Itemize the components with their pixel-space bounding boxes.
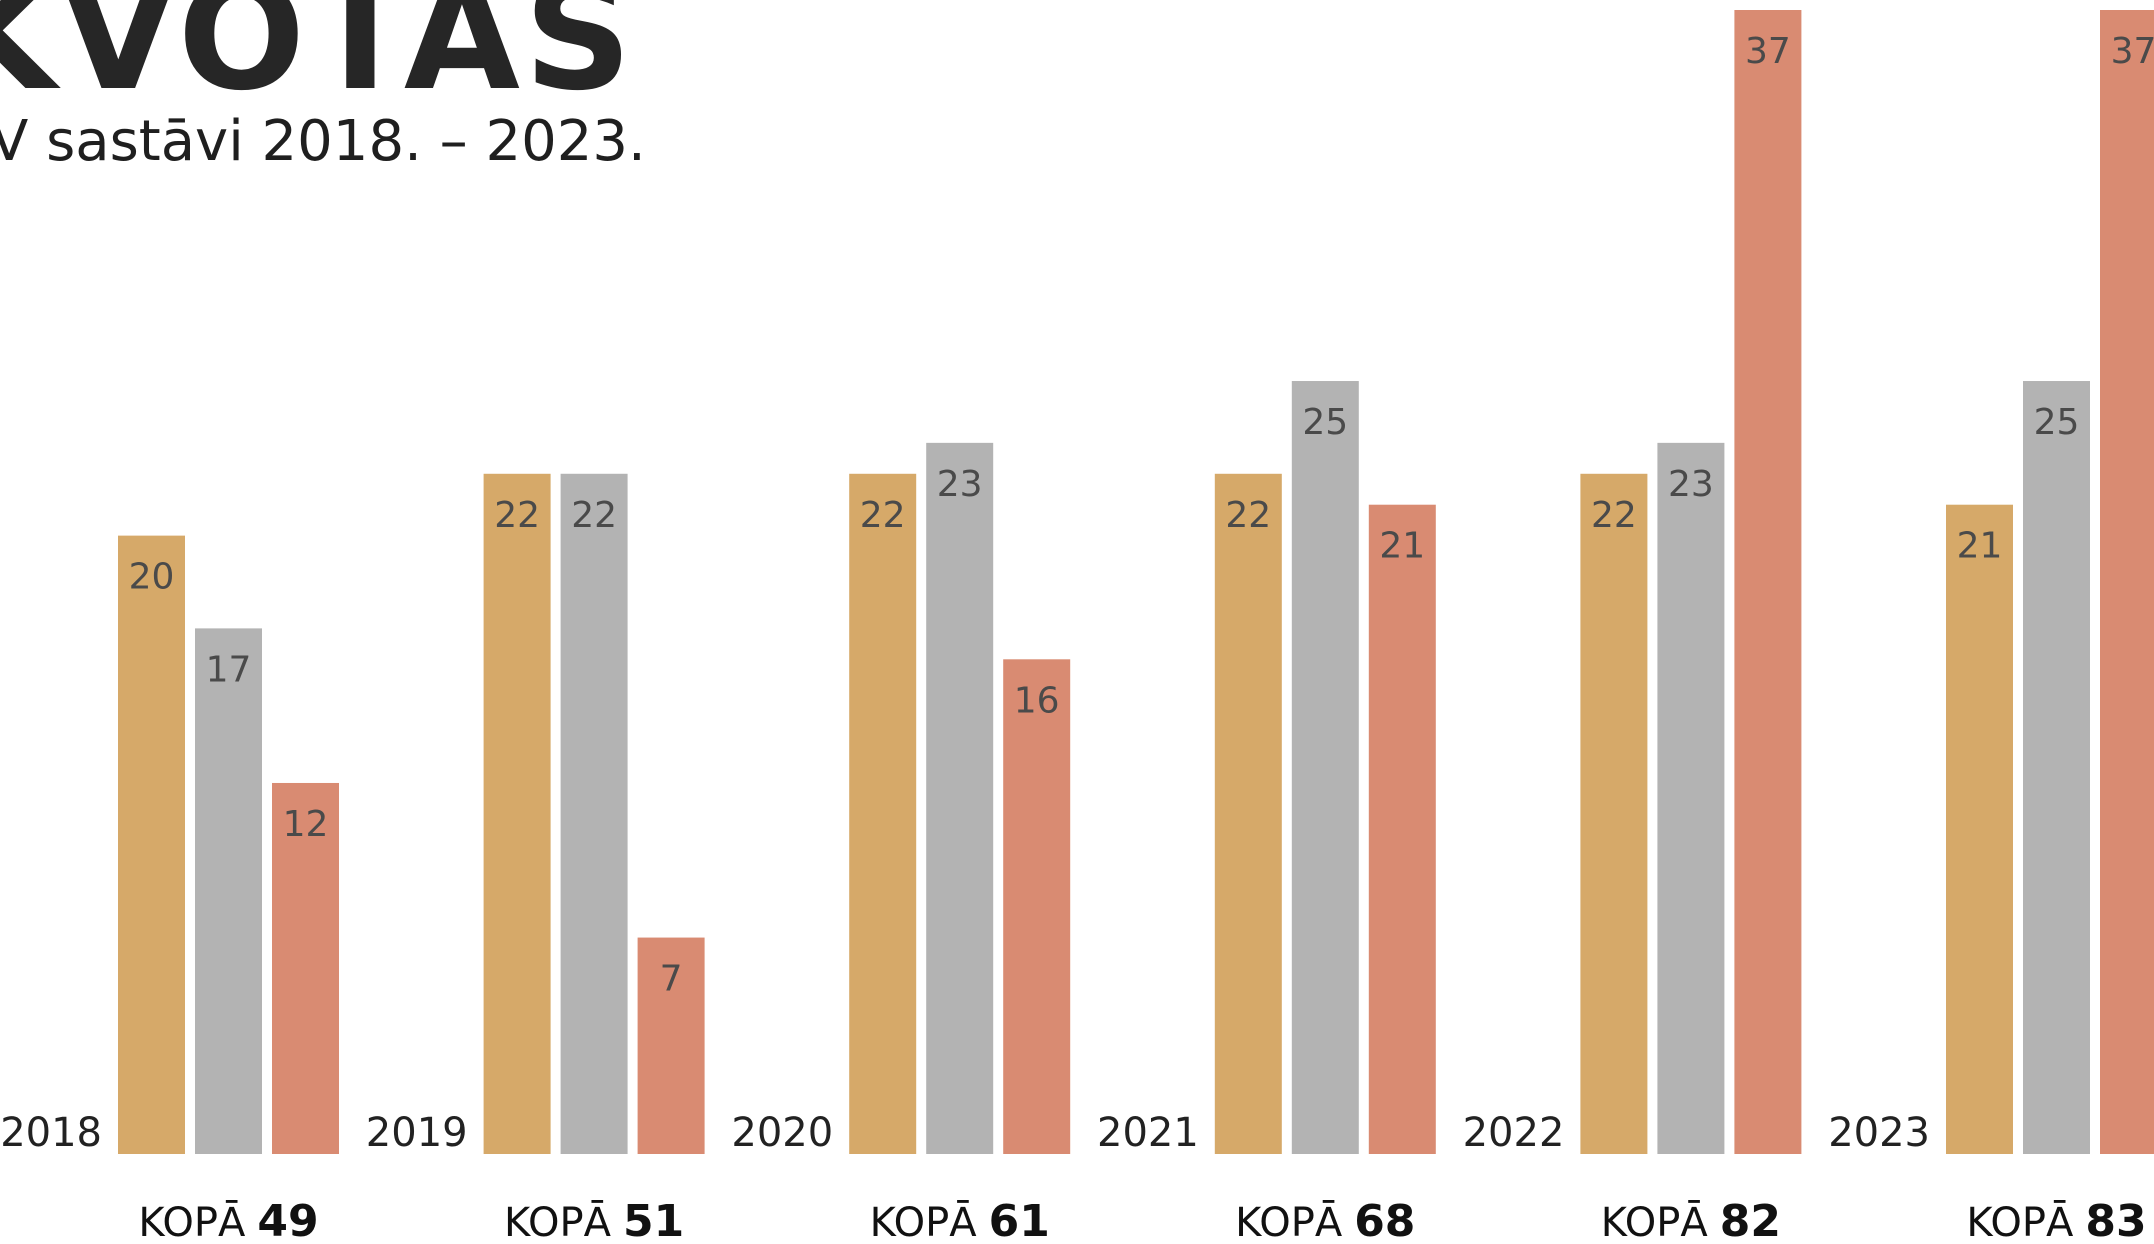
bar-2019-s1 xyxy=(483,473,551,1154)
bar-2022-s2 xyxy=(1657,442,1725,1154)
year-group-2022: 2022 22 23 37 KOPĀ 82 xyxy=(1463,10,1802,1244)
total-prefix: KOPĀ xyxy=(870,1199,978,1244)
total-prefix: KOPĀ xyxy=(504,1199,612,1244)
total-prefix: KOPĀ xyxy=(138,1199,246,1244)
bar-value-label: 25 xyxy=(2034,402,2080,443)
bar-2021-s1 xyxy=(1214,473,1282,1154)
bar-2019-s3 xyxy=(637,937,705,1154)
total-prefix: KOPĀ xyxy=(1235,1199,1343,1244)
bar-2019-s2 xyxy=(560,473,628,1154)
chart-subtitle: V sastāvi 2018. – 2023. xyxy=(0,109,646,174)
total-label: KOPĀ 83 xyxy=(1966,1196,2146,1244)
bar-value-label: 16 xyxy=(1014,680,1060,721)
year-group-2020: 2020 22 23 16 KOPĀ 61 xyxy=(731,442,1071,1244)
year-label: 2020 xyxy=(731,1110,833,1156)
bar-2021-s3 xyxy=(1368,504,1436,1154)
bar-value-label: 21 xyxy=(1957,526,2003,567)
bar-value-label: 37 xyxy=(2111,31,2154,72)
total-label: KOPĀ 61 xyxy=(870,1196,1050,1244)
bar-value-label: 21 xyxy=(1379,526,1425,567)
year-group-2019: 2019 22 22 7 KOPĀ 51 xyxy=(366,473,705,1244)
year-group-2018: 2018 20 17 12 KOPĀ 49 xyxy=(0,535,339,1244)
total-value: 68 xyxy=(1354,1196,1415,1244)
bar-2020-s2 xyxy=(926,442,994,1154)
bar-2023-s1 xyxy=(1946,504,2013,1154)
bar-value-label: 12 xyxy=(283,804,329,845)
total-value: 51 xyxy=(623,1196,684,1244)
bar-value-label: 25 xyxy=(1302,402,1348,443)
bar-2020-s1 xyxy=(849,473,917,1154)
total-prefix: KOPĀ xyxy=(1966,1199,2074,1244)
bar-2022-s1 xyxy=(1580,473,1648,1154)
year-group-2023: 2023 21 25 37 KOPĀ 83 xyxy=(1828,10,2154,1244)
bar-value-label: 37 xyxy=(1745,31,1791,72)
year-label: 2022 xyxy=(1463,1110,1565,1156)
bar-value-label: 22 xyxy=(1591,495,1637,536)
bar-2023-s2 xyxy=(2023,381,2090,1154)
year-group-2021: 2021 22 25 21 KOPĀ 68 xyxy=(1097,381,1436,1244)
total-prefix: KOPĀ xyxy=(1601,1199,1709,1244)
total-label: KOPĀ 82 xyxy=(1601,1196,1781,1244)
year-label: 2023 xyxy=(1828,1110,1930,1156)
bar-value-label: 7 xyxy=(660,959,683,1000)
total-label: KOPĀ 49 xyxy=(138,1196,318,1244)
bar-value-label: 22 xyxy=(494,495,540,536)
year-label: 2021 xyxy=(1097,1110,1199,1156)
total-label: KOPĀ 68 xyxy=(1235,1196,1415,1244)
bar-value-label: 20 xyxy=(129,557,175,598)
bar-value-label: 23 xyxy=(937,464,983,505)
total-value: 83 xyxy=(2085,1196,2146,1244)
bar-2022-s3 xyxy=(1734,10,1802,1154)
bar-2018-s3 xyxy=(272,782,339,1154)
year-label: 2019 xyxy=(366,1110,468,1156)
bar-value-label: 22 xyxy=(571,495,617,536)
total-value: 49 xyxy=(257,1196,318,1244)
bar-2018-s1 xyxy=(118,535,185,1154)
total-value: 82 xyxy=(1720,1196,1781,1244)
bar-2023-s3 xyxy=(2100,10,2154,1154)
bar-2018-s2 xyxy=(195,628,262,1154)
bar-value-label: 17 xyxy=(206,649,252,690)
total-label: KOPĀ 51 xyxy=(504,1196,684,1244)
total-value: 61 xyxy=(989,1196,1050,1244)
bar-2021-s2 xyxy=(1291,381,1359,1154)
bar-2020-s3 xyxy=(1003,659,1071,1154)
year-label: 2018 xyxy=(0,1110,102,1156)
bar-value-label: 22 xyxy=(1225,495,1271,536)
bar-value-label: 22 xyxy=(860,495,906,536)
chart-title: KVOTAS xyxy=(0,0,636,124)
bar-value-label: 23 xyxy=(1668,464,1714,505)
